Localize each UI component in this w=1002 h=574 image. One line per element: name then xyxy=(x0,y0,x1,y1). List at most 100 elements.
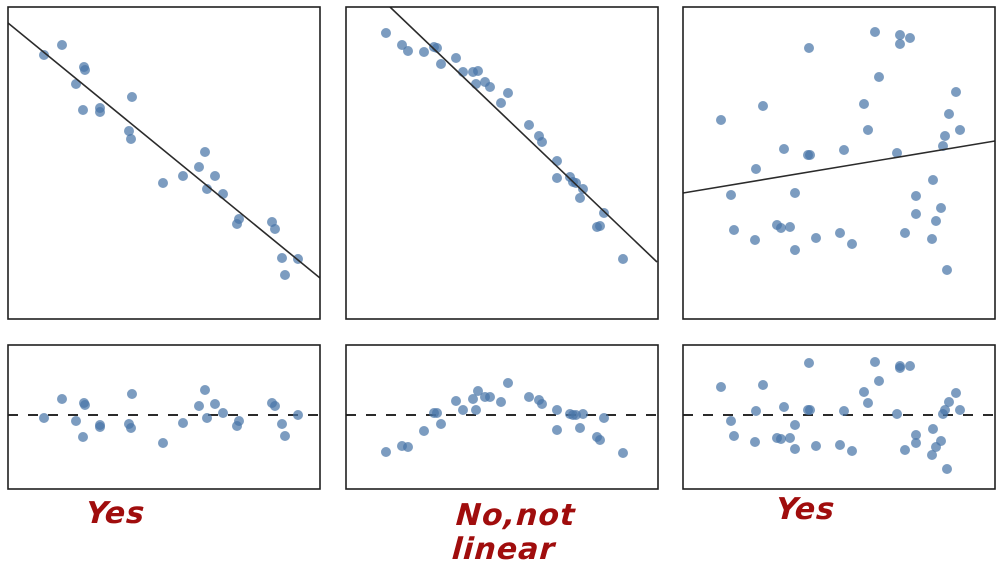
data-point xyxy=(900,445,910,455)
data-point xyxy=(218,189,228,199)
data-point xyxy=(618,448,628,458)
data-point xyxy=(870,357,880,367)
data-point xyxy=(419,47,429,57)
annotation-yes-left: Yes xyxy=(84,496,147,531)
data-point xyxy=(835,228,845,238)
data-point xyxy=(178,171,188,181)
data-point xyxy=(839,145,849,155)
data-point xyxy=(578,184,588,194)
data-point xyxy=(595,221,605,231)
data-point xyxy=(811,441,821,451)
data-point xyxy=(942,265,952,275)
data-point xyxy=(911,209,921,219)
data-point xyxy=(127,389,137,399)
data-point xyxy=(900,228,910,238)
data-point xyxy=(537,137,547,147)
regression-line xyxy=(389,7,658,263)
data-point xyxy=(927,450,937,460)
data-point xyxy=(951,388,961,398)
data-point xyxy=(126,423,136,433)
data-point xyxy=(870,27,880,37)
data-point xyxy=(790,245,800,255)
annotation-linear: linear xyxy=(450,532,557,567)
data-point xyxy=(785,433,795,443)
data-point xyxy=(270,401,280,411)
data-point xyxy=(458,67,468,77)
panel-frame xyxy=(7,6,321,320)
panel-frame xyxy=(682,344,996,490)
data-point xyxy=(571,178,581,188)
data-point xyxy=(839,406,849,416)
data-point xyxy=(39,50,49,60)
data-point xyxy=(911,438,921,448)
data-point xyxy=(599,208,609,218)
data-point xyxy=(200,147,210,157)
data-point xyxy=(955,405,965,415)
panel-frame xyxy=(7,344,321,490)
data-point xyxy=(785,222,795,232)
data-point xyxy=(942,464,952,474)
data-point xyxy=(552,405,562,415)
plot-panels xyxy=(7,6,996,490)
data-point xyxy=(537,399,547,409)
data-point xyxy=(859,99,869,109)
data-point xyxy=(158,438,168,448)
data-point xyxy=(575,423,585,433)
data-point xyxy=(95,107,105,117)
data-point xyxy=(468,394,478,404)
data-point xyxy=(790,188,800,198)
regression-line xyxy=(8,22,320,279)
data-point xyxy=(758,101,768,111)
data-point xyxy=(805,150,815,160)
data-point xyxy=(436,59,446,69)
data-point xyxy=(911,191,921,201)
data-point xyxy=(750,235,760,245)
data-point xyxy=(905,361,915,371)
panel-frame xyxy=(682,6,996,320)
data-point xyxy=(847,446,857,456)
annotation-no-not: No,not xyxy=(454,498,577,533)
data-point xyxy=(496,98,506,108)
data-point xyxy=(779,144,789,154)
data-point xyxy=(451,53,461,63)
data-point xyxy=(503,88,513,98)
data-point xyxy=(938,409,948,419)
data-point xyxy=(280,270,290,280)
data-point xyxy=(790,420,800,430)
data-point xyxy=(471,405,481,415)
data-point xyxy=(779,402,789,412)
data-point xyxy=(931,442,941,452)
data-point xyxy=(940,131,950,141)
data-point xyxy=(202,413,212,423)
data-point xyxy=(80,65,90,75)
data-point xyxy=(758,380,768,390)
data-point xyxy=(552,425,562,435)
data-point xyxy=(293,410,303,420)
data-point xyxy=(234,416,244,426)
data-point xyxy=(751,164,761,174)
data-point xyxy=(618,254,628,264)
data-point xyxy=(751,406,761,416)
data-point xyxy=(471,79,481,89)
scatter-plot-2 xyxy=(345,6,659,320)
data-point xyxy=(835,440,845,450)
data-point xyxy=(432,408,442,418)
panel-frame xyxy=(345,344,659,490)
regression-line xyxy=(683,140,995,194)
data-point xyxy=(194,162,204,172)
data-point xyxy=(892,148,902,158)
data-point xyxy=(210,399,220,409)
data-point xyxy=(78,432,88,442)
data-point xyxy=(895,30,905,40)
data-point xyxy=(805,405,815,415)
data-point xyxy=(485,82,495,92)
data-point xyxy=(277,253,287,263)
data-point xyxy=(277,419,287,429)
data-point xyxy=(280,431,290,441)
data-point xyxy=(524,392,534,402)
residual-plot-1 xyxy=(7,344,321,490)
data-point xyxy=(599,413,609,423)
data-point xyxy=(927,234,937,244)
data-point xyxy=(716,382,726,392)
